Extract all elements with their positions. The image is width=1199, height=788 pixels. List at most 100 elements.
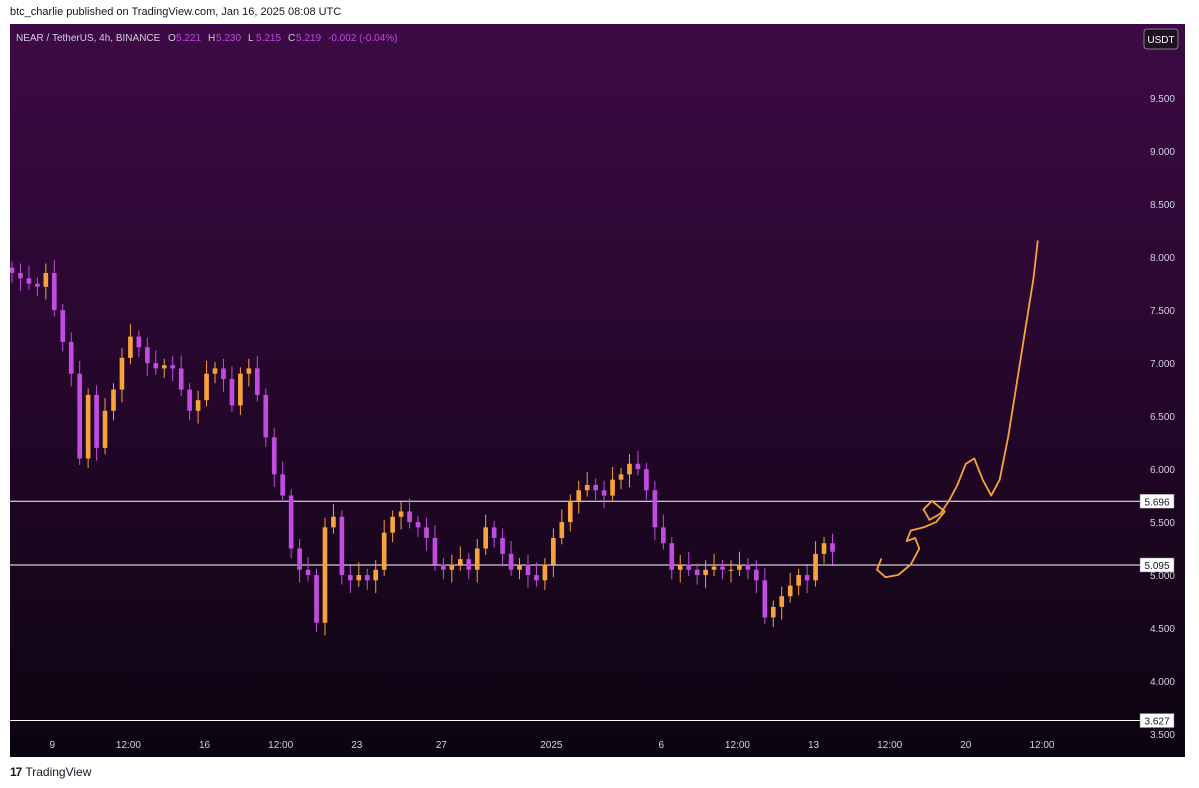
candle-body [407,511,412,523]
x-axis-tick-label: 12:00 [877,740,902,751]
candle-body [449,564,455,570]
chart-background [10,24,1185,757]
level-price-label: 5.696 [1144,497,1169,508]
y-axis-tick-label: 9.500 [1150,94,1175,105]
candle-body [711,566,717,570]
candle-body [728,569,734,571]
candle-body [559,522,565,538]
price-chart[interactable]: 3.500 4.000 4.500 5.000 5.500 6.000 6.500 7.000… [10,24,1185,757]
candle-body [796,575,801,586]
candle-body [669,543,675,570]
brand-name: TradingView [25,765,92,779]
ohlc-value: 5.215 [256,33,281,44]
candle-body [68,341,74,374]
candle-body [660,527,666,544]
candle-body [830,543,835,552]
candle-body [821,543,827,554]
ohlc-value: 5.221 [176,33,201,44]
ohlc-change: -0.002 (-0.04%) [328,33,397,44]
candle-body [551,537,556,565]
candle-body [35,283,40,287]
y-axis-tick-label: 6.000 [1150,465,1175,476]
candle-body [601,490,607,496]
x-axis-tick-label: 20 [960,740,972,751]
candle-body [542,564,548,581]
x-axis-tick-label: 12:00 [268,740,293,751]
candle-body [381,532,387,570]
candle-body [491,527,497,538]
candle-body [424,527,429,538]
candle-body [390,516,395,533]
y-axis-tick-label: 7.000 [1150,359,1175,370]
candle-body [102,410,108,448]
candle-body [77,373,82,459]
x-axis-tick-label: 9 [50,740,56,751]
candle-body [263,394,269,438]
candle-body [644,469,649,491]
candle-body [652,490,658,528]
candle-body [297,548,302,570]
candle-body [128,336,133,358]
y-axis-tick-label: 5.000 [1150,571,1175,582]
candle-body [804,575,810,581]
candle-body [508,553,514,570]
x-axis-tick-label: 12:00 [1029,740,1054,751]
ohlc-value: 5.219 [296,33,321,44]
x-axis-tick-label: 12:00 [116,740,141,751]
y-axis-tick-label: 8.000 [1150,253,1175,264]
y-axis-tick-label: 9.000 [1150,147,1175,158]
candle-body [356,575,362,581]
candle-body [373,569,379,581]
currency-badge[interactable]: USDT [1143,28,1179,50]
candle-body [305,569,311,576]
x-axis-tick-label: 16 [199,740,211,751]
projection-sketch [876,240,1039,579]
level-price-tag [1139,494,1175,509]
candle-body [762,580,768,618]
tradingview-logo-icon: 17 [10,765,22,779]
candle-body [111,389,116,411]
y-axis-tick-label: 8.500 [1150,200,1175,211]
candle-body [212,368,218,374]
y-axis-tick-label: 7.500 [1150,306,1175,317]
candle-body [94,394,99,448]
candle-body [153,363,159,369]
candle-body [322,527,328,623]
candle-body [517,564,522,570]
candle-body [677,564,683,570]
candle-body [26,278,32,284]
candle-body [145,347,150,364]
candle-body [737,564,742,570]
candle-body [339,516,345,576]
candle-body [441,564,446,570]
candle-body [584,484,590,491]
candle-body [288,495,294,549]
level-price-tag [1139,557,1175,573]
candle-body [635,463,641,470]
candle-body [85,394,91,459]
candle-body [686,564,692,570]
candle-body [779,596,785,607]
candle-body [195,400,201,411]
candle-body [483,527,489,549]
candle-body [813,553,818,581]
candle-body [457,559,463,565]
candle-body [51,273,57,311]
candle-body [466,559,472,570]
candle-body [567,500,573,523]
ohlc-key: H [208,33,215,44]
candle-body [703,569,708,576]
chart-area[interactable]: 3.500 4.000 4.500 5.000 5.500 6.000 6.500 7.000… [10,24,1185,757]
level-price-tag [1139,713,1175,728]
currency-label: USDT [1147,35,1174,46]
candle-body [432,537,438,565]
candle-body [534,575,539,581]
candle-body [60,310,66,342]
ohlc-key: O [168,33,176,44]
x-axis-tick-label: 6 [659,740,665,751]
candle-body [280,474,286,496]
candle-body [745,564,751,570]
candle-body [754,569,759,581]
candle-body [787,585,793,597]
symbol-legend: NEAR / TetherUS, 4h, BINANCE [16,33,161,44]
